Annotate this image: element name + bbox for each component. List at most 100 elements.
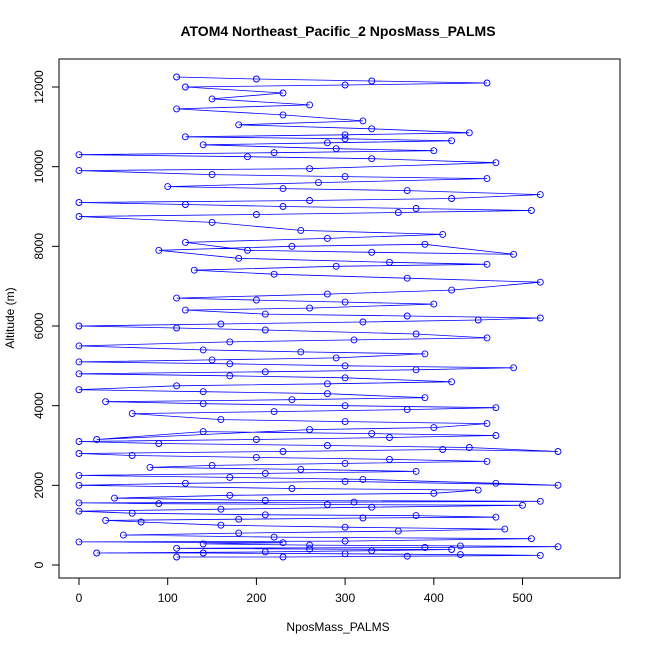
data-point: [270, 408, 278, 416]
data-point: [75, 438, 83, 445]
data-point: [306, 165, 314, 173]
data-point: [261, 511, 269, 519]
data-point: [261, 548, 269, 556]
data-point: [448, 378, 456, 386]
data-point: [323, 501, 331, 508]
data-point: [297, 226, 305, 234]
data-point: [341, 131, 349, 139]
data-point: [368, 547, 376, 555]
data-point: [297, 348, 305, 356]
data-point: [226, 473, 234, 481]
data-point: [368, 155, 376, 163]
data-point: [359, 475, 367, 483]
data-point: [119, 531, 127, 539]
data-point: [492, 479, 500, 487]
data-point: [306, 545, 314, 553]
data-point: [492, 432, 500, 439]
data-point: [412, 366, 420, 374]
data-point: [75, 499, 83, 507]
data-point: [208, 461, 216, 469]
data-point: [421, 394, 429, 402]
data-point: [270, 270, 278, 278]
data-point: [270, 533, 278, 541]
data-point: [75, 167, 83, 175]
data-point: [75, 538, 83, 546]
x-tick-label: 300: [335, 591, 355, 605]
data-point: [483, 457, 491, 465]
data-point: [323, 380, 331, 388]
data-point: [75, 370, 83, 378]
data-point: [93, 436, 101, 443]
data-point: [75, 151, 83, 159]
data-point: [430, 147, 438, 155]
data-point: [350, 498, 358, 506]
data-point: [252, 436, 260, 443]
data-point: [341, 374, 349, 382]
data-point: [554, 448, 562, 455]
data-point: [288, 242, 296, 250]
data-point: [208, 218, 216, 226]
x-tick-label: 400: [424, 591, 444, 605]
data-point: [403, 406, 411, 414]
x-axis-label: NposMass_PALMS: [286, 620, 389, 634]
data-point: [421, 240, 429, 248]
data-point: [306, 197, 314, 204]
y-tick-label: 8000: [32, 233, 46, 260]
data-point: [111, 494, 118, 502]
data-point: [199, 346, 207, 354]
data-point: [235, 254, 243, 262]
data-point: [359, 117, 367, 125]
data-point: [323, 139, 331, 147]
data-point: [199, 388, 207, 396]
data-point: [226, 360, 234, 368]
data-point: [93, 549, 101, 557]
data-point: [306, 101, 314, 109]
data-point: [323, 390, 331, 398]
x-tick-label: 200: [246, 591, 266, 605]
data-point: [536, 497, 544, 505]
series-line: [78, 76, 559, 558]
data-point: [430, 489, 438, 497]
data-point: [137, 518, 145, 526]
data-point: [510, 364, 518, 372]
data-point: [252, 453, 260, 461]
data-point: [181, 201, 189, 208]
data-point: [128, 410, 136, 418]
data-point: [554, 543, 562, 551]
data-point: [341, 418, 349, 426]
data-point: [359, 514, 367, 522]
data-point: [199, 428, 207, 436]
data-point: [412, 512, 420, 520]
y-tick-label: 2000: [32, 472, 46, 499]
data-point: [173, 553, 181, 561]
x-axis: 0 100 200 300 400 500: [76, 577, 533, 605]
data-point: [199, 549, 207, 557]
data-point: [536, 314, 544, 322]
data-point: [430, 424, 438, 432]
data-point: [279, 448, 287, 455]
data-point: [323, 442, 331, 449]
data-point: [536, 191, 544, 199]
data-point: [288, 485, 296, 492]
data-point: [465, 129, 473, 137]
data-point: [279, 203, 287, 210]
data-point: [412, 205, 420, 212]
data-point: [252, 75, 260, 83]
data-point: [75, 507, 83, 515]
data-point: [288, 396, 296, 404]
data-point: [341, 523, 349, 531]
data-point: [226, 338, 234, 346]
data-point: [155, 246, 163, 254]
data-point: [128, 509, 136, 517]
data-point: [181, 479, 189, 487]
y-tick-label: 4000: [32, 392, 46, 419]
data-point: [279, 89, 287, 97]
data-point: [75, 471, 83, 479]
data-point: [412, 467, 420, 475]
data-point: [403, 312, 411, 320]
data-point: [199, 400, 207, 408]
data-point: [181, 133, 189, 141]
data-point: [306, 304, 314, 312]
data-point: [341, 135, 349, 143]
data-point: [421, 350, 429, 358]
